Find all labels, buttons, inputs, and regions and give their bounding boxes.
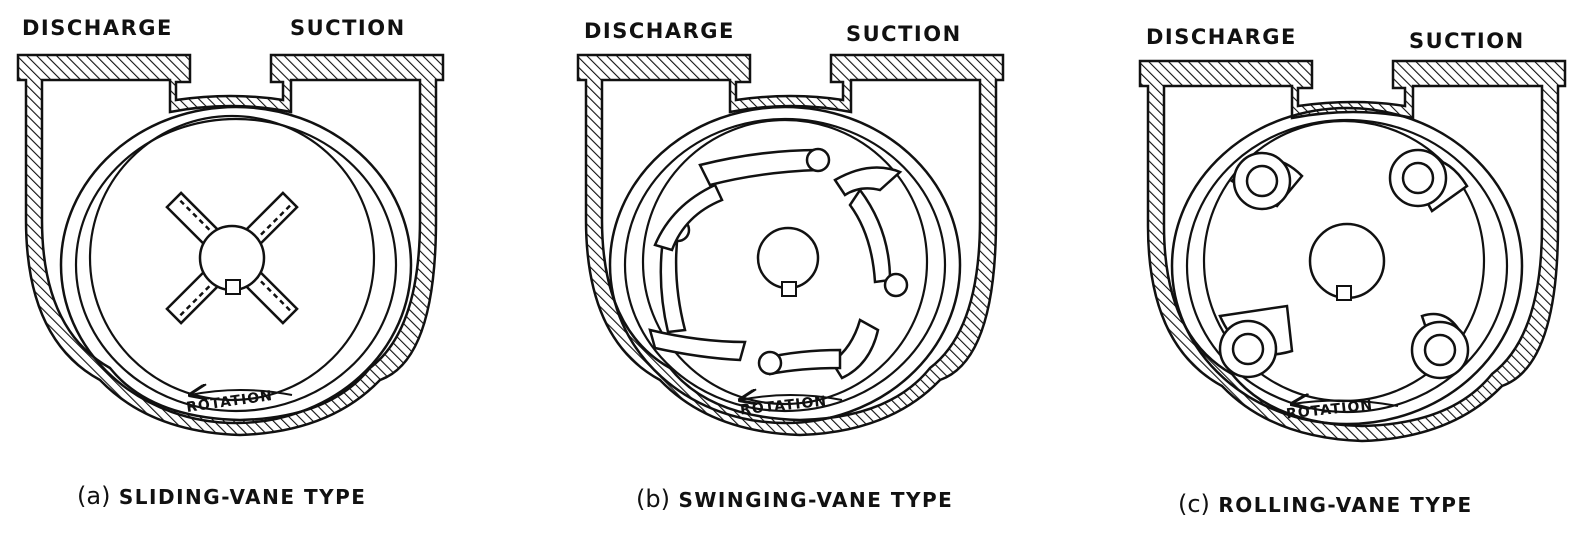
figure-a-sliding-vane xyxy=(16,53,445,437)
casing-a xyxy=(16,53,445,437)
discharge-label-c: DISCHARGE xyxy=(1146,25,1297,49)
casing-b xyxy=(576,53,1005,437)
sliding-vanes xyxy=(165,191,299,325)
caption-tag-c: (c) xyxy=(1178,490,1210,518)
rotor-hub-c xyxy=(1308,222,1386,301)
rotor-hub-b xyxy=(756,226,820,297)
discharge-label-b: DISCHARGE xyxy=(584,19,735,43)
rollers xyxy=(1218,148,1470,380)
rotation-arrow-a xyxy=(190,390,293,395)
suction-label-a: SUCTION xyxy=(290,16,406,40)
figure-b-swinging-vane xyxy=(576,53,1005,437)
rotor-hub-a xyxy=(198,224,266,295)
caption-c: (c) ROLLING-VANE TYPE xyxy=(1178,490,1473,518)
suction-label-b: SUCTION xyxy=(846,22,962,46)
pump-ring-b xyxy=(608,105,962,425)
suction-label-c: SUCTION xyxy=(1409,29,1525,53)
swinging-vanes xyxy=(648,147,909,380)
discharge-label-a: DISCHARGE xyxy=(22,16,173,40)
caption-text-a: SLIDING-VANE TYPE xyxy=(118,485,367,509)
figure-c-rolling-vane xyxy=(1138,59,1567,443)
caption-text-b: SWINGING-VANE TYPE xyxy=(678,488,954,512)
pump-ring-a xyxy=(59,105,413,425)
rotation-arrow-b xyxy=(740,395,843,400)
caption-tag-b: (b) xyxy=(636,485,670,513)
caption-b: (b) SWINGING-VANE TYPE xyxy=(636,485,953,513)
rotation-arrow-c xyxy=(1292,400,1399,406)
caption-text-c: ROLLING-VANE TYPE xyxy=(1218,493,1473,517)
caption-a: (a) SLIDING-VANE TYPE xyxy=(77,482,366,510)
caption-tag-a: (a) xyxy=(77,482,111,510)
